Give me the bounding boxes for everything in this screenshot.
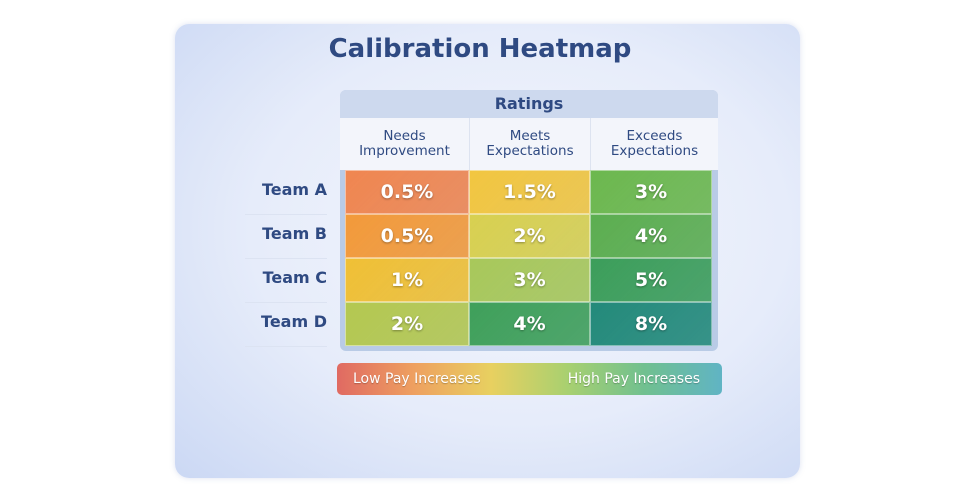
ratings-header: Ratings bbox=[340, 90, 718, 118]
row-label: Team D bbox=[245, 312, 327, 347]
heatmap-cell: 5% bbox=[590, 258, 712, 302]
heatmap-cell: 2% bbox=[469, 214, 590, 258]
legend-high: High Pay Increases bbox=[567, 371, 700, 387]
column-header: Needs Improvement bbox=[340, 118, 469, 170]
row-label: Team B bbox=[245, 224, 327, 259]
heatmap-cell: 0.5% bbox=[345, 170, 469, 214]
row-label: Team C bbox=[245, 268, 327, 303]
heatmap-cell: 4% bbox=[469, 302, 590, 346]
heatmap-cell: 8% bbox=[590, 302, 712, 346]
heatmap-cell: 3% bbox=[469, 258, 590, 302]
legend-low: Low Pay Increases bbox=[353, 371, 481, 387]
color-legend: Low Pay Increases High Pay Increases bbox=[337, 363, 722, 395]
column-header: Exceeds Expectations bbox=[590, 118, 718, 170]
heatmap-cell: 4% bbox=[590, 214, 712, 258]
row-label: Team A bbox=[245, 180, 327, 215]
column-header: Meets Expectations bbox=[469, 118, 590, 170]
heatmap-cell: 1.5% bbox=[469, 170, 590, 214]
chart-title: Calibration Heatmap bbox=[328, 34, 632, 64]
heatmap-cell: 1% bbox=[345, 258, 469, 302]
heatmap-cell: 0.5% bbox=[345, 214, 469, 258]
heatmap-cell: 2% bbox=[345, 302, 469, 346]
heatmap-cell: 3% bbox=[590, 170, 712, 214]
